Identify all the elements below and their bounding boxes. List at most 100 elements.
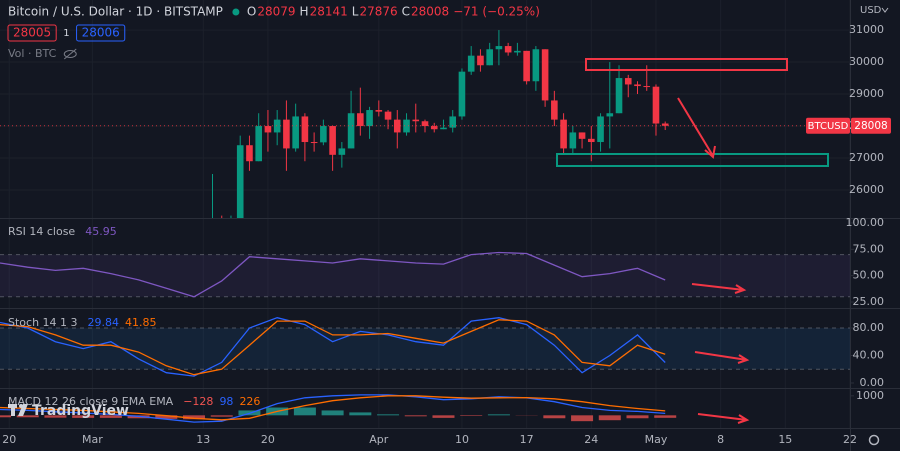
band-fill	[0, 328, 850, 370]
candle-body	[357, 113, 364, 127]
pane-plot	[0, 394, 677, 423]
indicator-line	[0, 395, 666, 421]
visibility-icon[interactable]	[63, 50, 77, 58]
candle-body	[532, 49, 540, 82]
histogram-bar	[626, 415, 649, 419]
histogram-bar	[72, 415, 95, 418]
indicator-title: Stoch 14 1 3	[8, 316, 78, 329]
quote-box-text[interactable]: 28006	[82, 26, 120, 40]
annotation-arrows	[677, 97, 750, 424]
x-tick-label: 20	[261, 433, 275, 446]
pane-plot	[0, 251, 850, 298]
plots	[0, 30, 850, 423]
candle-body	[310, 142, 318, 144]
histogram-bar	[210, 415, 233, 417]
y-tick-label: 1000	[856, 389, 884, 402]
ohlc-value: 28008	[411, 5, 449, 19]
gear[interactable]	[868, 434, 880, 446]
candle-body	[477, 55, 484, 66]
y-tick-label: 31000	[849, 23, 884, 36]
spread: 1	[63, 28, 69, 39]
logo-text: TradingView	[32, 403, 129, 419]
histogram-bar	[16, 415, 39, 418]
x-tick-label: 15	[778, 433, 792, 446]
indicator-line	[0, 317, 666, 377]
y-tick-label: 25.00	[853, 295, 885, 308]
indicator-value: −128	[183, 395, 213, 408]
histogram-bar	[543, 415, 566, 419]
quote-box[interactable]	[7, 24, 57, 42]
y-tick-label: 29000	[849, 87, 884, 100]
indicator-value: 41.85	[125, 316, 157, 329]
x-tick-label: 20	[2, 433, 16, 446]
settings-icon[interactable]	[868, 434, 880, 446]
x-tick-label: 13	[196, 433, 210, 446]
y-tick-label: 50.00	[853, 269, 885, 282]
candle-body	[578, 132, 586, 139]
quote-box[interactable]	[76, 24, 126, 42]
candle-body	[652, 86, 660, 124]
macd-arrow[interactable]	[697, 413, 750, 424]
labels: 20 Mar 13 20 Apr 10 17 24 May 8 15 22 26000 27000 2800…	[2, 5, 891, 446]
symbol-title: Bitcoin / U.S. Dollar · 1D · BITSTAMP	[8, 5, 223, 19]
histogram-bar	[44, 415, 67, 418]
candle-body	[606, 113, 614, 117]
candle-body	[412, 119, 420, 122]
currency-label: USD	[860, 5, 882, 16]
candle-body	[643, 86, 651, 88]
x-tick-label: May	[645, 433, 668, 446]
logo: TradingView	[8, 403, 129, 419]
y-tick-label: 40.00	[853, 348, 885, 361]
candle-body	[255, 126, 262, 162]
histogram-bar	[654, 415, 677, 418]
histogram-bar	[99, 415, 122, 418]
indicator-line	[0, 394, 666, 423]
indicator-line	[0, 251, 666, 298]
candle-body	[661, 123, 669, 126]
ohlc-key: L	[352, 5, 359, 19]
histogram-bar	[293, 407, 316, 416]
support-zone[interactable]	[556, 153, 829, 167]
price-arrow[interactable]	[677, 97, 716, 159]
ohlc-key: H	[300, 5, 309, 19]
candle-body	[329, 126, 336, 155]
histogram-bar	[377, 414, 400, 416]
ohlc-key: C	[402, 5, 410, 19]
indicator-value: 29.84	[88, 316, 120, 329]
rsi-arrow[interactable]	[691, 283, 747, 294]
quote-box-text[interactable]: 28005	[13, 26, 51, 40]
y-tick-label: 0.00	[860, 376, 885, 389]
candle-body	[246, 145, 253, 162]
candle-body	[624, 78, 632, 85]
candle-body	[440, 127, 447, 130]
resistance-zone[interactable]	[585, 58, 788, 71]
x-tick-label: 10	[455, 433, 469, 446]
candle-body	[467, 55, 475, 72]
price-tag: 28008	[854, 120, 887, 132]
candle-body	[514, 50, 521, 53]
histogram-bar	[487, 414, 510, 416]
candle-body	[320, 126, 327, 143]
candle-body	[283, 119, 290, 149]
indicator-title: RSI 14 close	[8, 225, 75, 238]
indicator-value: 98	[219, 395, 233, 408]
histogram-bar	[460, 415, 483, 416]
price-tag-bg	[851, 117, 891, 134]
candle-body	[597, 116, 604, 143]
candle-body	[458, 71, 466, 117]
candle-body	[338, 148, 346, 155]
x-tick-label: 22	[843, 433, 857, 446]
logo-icon	[18, 404, 28, 416]
indicator-value: 226	[239, 395, 260, 408]
visibility-icon[interactable]	[63, 48, 77, 60]
candle-body	[236, 145, 244, 218]
pane-plot	[0, 317, 850, 377]
candle-body	[449, 116, 457, 128]
x-tick-label: Apr	[369, 433, 389, 446]
x-tick-label: 17	[520, 433, 534, 446]
indicator-title: MACD 12 26 close 9 EMA EMA	[8, 395, 174, 408]
candle-body	[366, 110, 373, 127]
stoch-arrow[interactable]	[694, 351, 750, 364]
